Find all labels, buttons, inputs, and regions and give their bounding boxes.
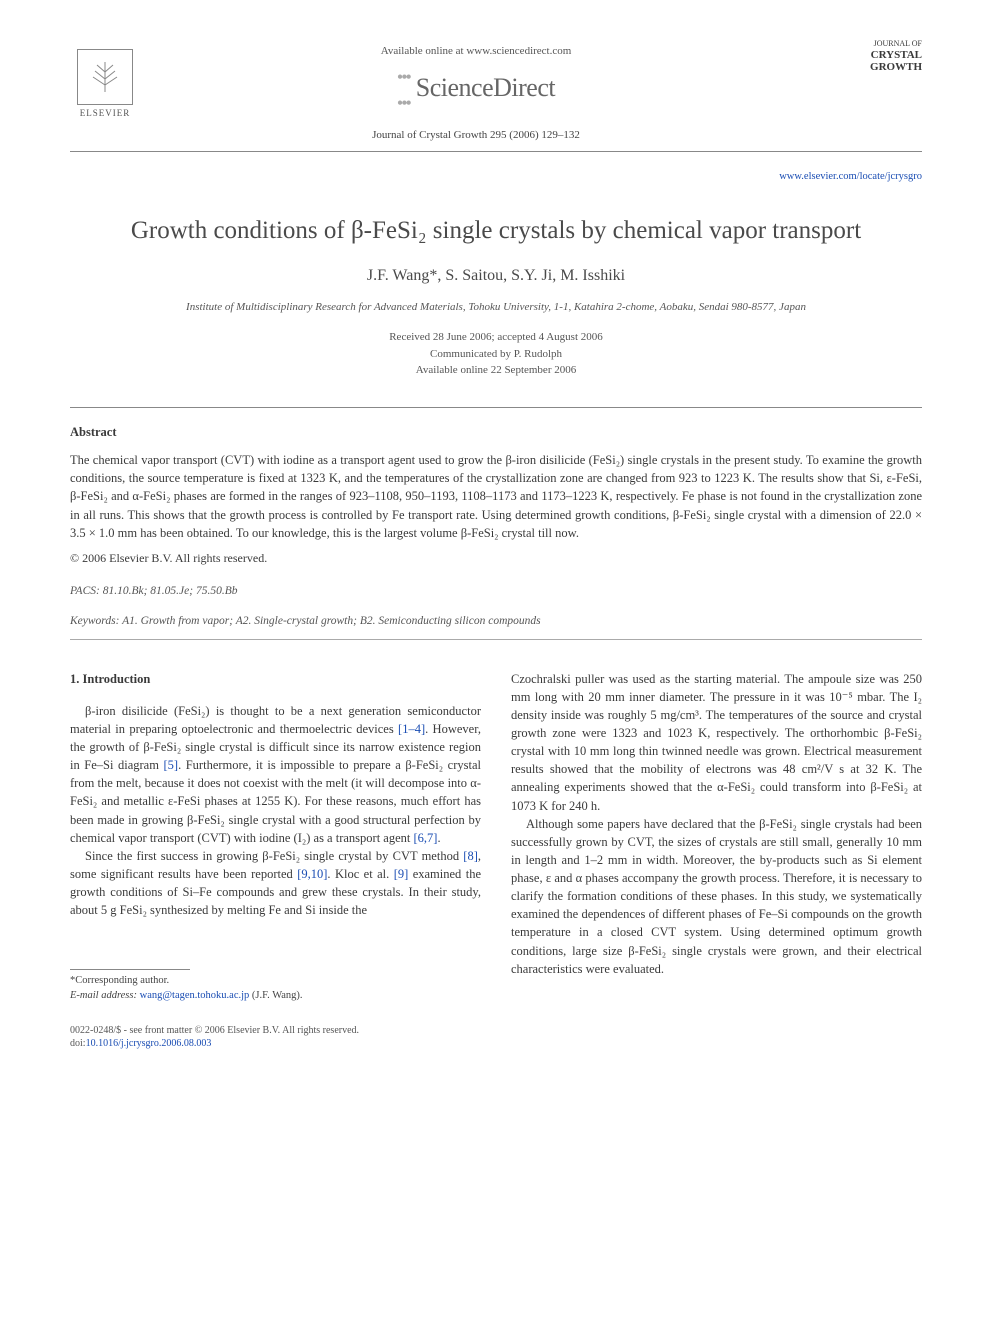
ref-9[interactable]: [9] xyxy=(394,867,409,881)
ref-5[interactable]: [5] xyxy=(163,758,178,772)
article-title: Growth conditions of β-FeSi₂ single crys… xyxy=(110,215,882,248)
journal-logo-line1: JOURNAL OF xyxy=(812,40,922,49)
sd-dots-icon: •••••• xyxy=(397,65,410,115)
corresponding-author: *Corresponding author. xyxy=(70,974,481,989)
right-column: Czochralski puller was used as the start… xyxy=(511,670,922,1050)
journal-logo-line2: CRYSTAL xyxy=(812,49,922,61)
doi-line: doi:10.1016/j.jcrysgro.2006.08.003 xyxy=(70,1037,481,1050)
affiliation: Institute of Multidisciplinary Research … xyxy=(70,300,922,315)
received-date: Received 28 June 2006; accepted 4 August… xyxy=(70,329,922,346)
available-online-text: Available online at www.sciencedirect.co… xyxy=(140,44,812,59)
center-header: Available online at www.sciencedirect.co… xyxy=(140,40,812,143)
communicated-by: Communicated by P. Rudolph xyxy=(70,346,922,363)
right-paragraph-2: Although some papers have declared that … xyxy=(511,815,922,978)
keywords: Keywords: A1. Growth from vapor; A2. Sin… xyxy=(70,613,922,629)
pacs-codes: PACS: 81.10.Bk; 81.05.Je; 75.50.Bb xyxy=(70,583,922,599)
introduction-heading: 1. Introduction xyxy=(70,670,481,688)
authors: J.F. Wang*, S. Saitou, S.Y. Ji, M. Isshi… xyxy=(70,265,922,287)
ref-1-4[interactable]: [1–4] xyxy=(398,722,425,736)
email-link[interactable]: wang@tagen.tohoku.ac.jp xyxy=(140,990,250,1001)
email-line: E-mail address: wang@tagen.tohoku.ac.jp … xyxy=(70,989,481,1004)
journal-url-link[interactable]: www.elsevier.com/locate/jcrysgro xyxy=(70,170,922,185)
ref-9-10[interactable]: [9,10] xyxy=(297,867,327,881)
email-name: (J.F. Wang). xyxy=(249,990,302,1001)
intro-paragraph-2: Since the first success in growing β-FeS… xyxy=(70,847,481,920)
right-paragraph-1: Czochralski puller was used as the start… xyxy=(511,670,922,815)
abstract-text: The chemical vapor transport (CVT) with … xyxy=(70,451,922,542)
online-date: Available online 22 September 2006 xyxy=(70,362,922,379)
article-dates: Received 28 June 2006; accepted 4 August… xyxy=(70,329,922,379)
bottom-matter: 0022-0248/$ - see front matter © 2006 El… xyxy=(70,1024,481,1050)
copyright: © 2006 Elsevier B.V. All rights reserved… xyxy=(70,550,922,567)
left-column: 1. Introduction β-iron disilicide (FeSi₂… xyxy=(70,670,481,1050)
header-rule xyxy=(70,151,922,152)
elsevier-tree-icon xyxy=(77,49,133,105)
footnote-block: *Corresponding author. E-mail address: w… xyxy=(70,974,481,1003)
body-columns: 1. Introduction β-iron disilicide (FeSi₂… xyxy=(70,670,922,1050)
elsevier-text: ELSEVIER xyxy=(80,107,131,120)
footnote-rule xyxy=(70,969,190,970)
email-label: E-mail address: xyxy=(70,990,140,1001)
journal-logo: JOURNAL OF CRYSTAL GROWTH xyxy=(812,40,922,73)
ref-8[interactable]: [8] xyxy=(463,849,478,863)
header: ELSEVIER Available online at www.science… xyxy=(70,40,922,143)
abstract-heading: Abstract xyxy=(70,424,922,442)
front-matter-line: 0022-0248/$ - see front matter © 2006 El… xyxy=(70,1024,481,1037)
sciencedirect-logo: •••••• ScienceDirect xyxy=(140,65,812,115)
ref-6-7[interactable]: [6,7] xyxy=(413,831,437,845)
sciencedirect-text: ScienceDirect xyxy=(416,74,555,103)
abstract-bottom-rule xyxy=(70,639,922,640)
journal-reference: Journal of Crystal Growth 295 (2006) 129… xyxy=(140,128,812,143)
intro-paragraph-1: β-iron disilicide (FeSi₂) is thought to … xyxy=(70,702,481,847)
elsevier-logo: ELSEVIER xyxy=(70,40,140,120)
doi-link[interactable]: 10.1016/j.jcrysgro.2006.08.003 xyxy=(86,1038,212,1049)
journal-logo-line3: GROWTH xyxy=(812,61,922,73)
